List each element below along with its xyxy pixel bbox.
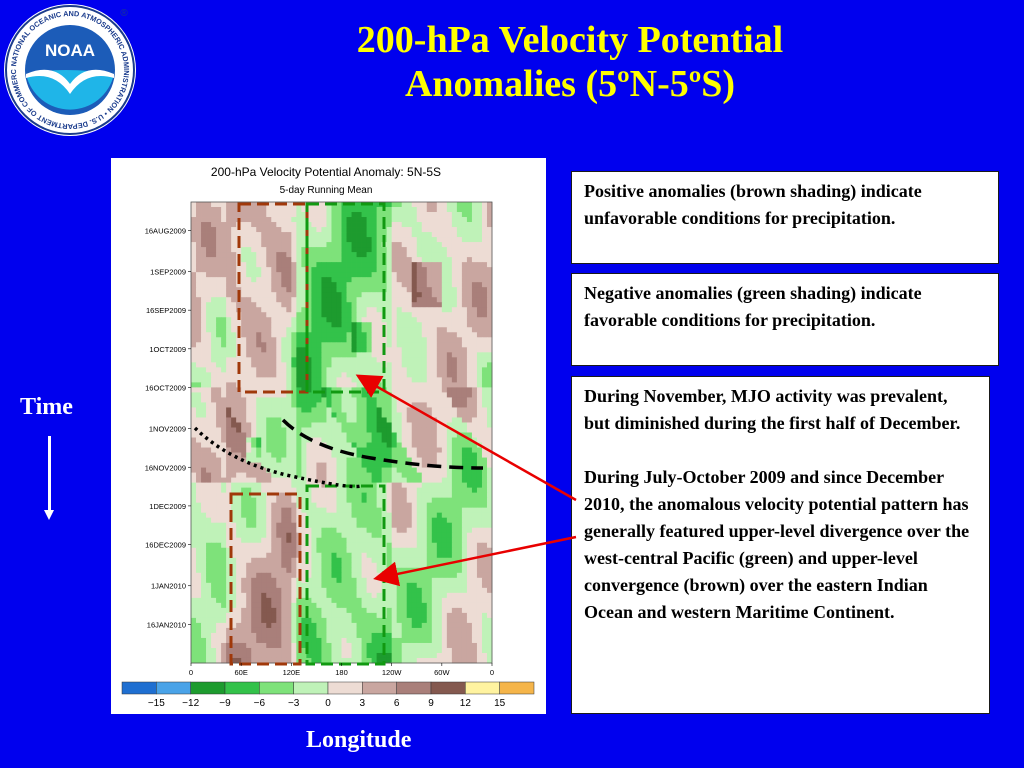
note-pattern-text: During July-October 2009 and since Decem… [584,467,970,622]
x-tick-label: 120E [283,668,301,677]
colorbar-tick-label: 0 [325,698,331,709]
colorbar-tick-label: −6 [254,698,266,709]
colorbar-swatch [327,681,363,695]
x-tick-label: 0 [189,668,193,677]
title-line-1: 200-hPa Velocity Potential [356,19,784,61]
y-tick-label: 1OCT2009 [149,345,186,354]
y-tick-label: 16SEP2009 [146,306,186,315]
x-tick-label: 60W [434,668,450,677]
y-tick-label: 16OCT2009 [145,383,186,392]
longitude-label: Longitude [306,727,412,753]
colorbar-swatch [499,681,535,695]
x-tick-label: 180 [335,668,348,677]
note-positive: Positive anomalies (brown shading) indic… [571,171,999,264]
y-tick-label: 16DEC2009 [145,541,186,550]
green-box-upper [305,202,386,394]
x-tick-label: 60E [234,668,247,677]
chart-panel: 200-hPa Velocity Potential Anomaly: 5N-5… [111,158,546,714]
slide-title: 200-hPa Velocity Potential Anomalies (5º… [220,18,920,106]
colorbar-swatch [121,681,157,695]
colorbar-tick-label: −9 [219,698,231,709]
colorbar-tick-label: 6 [394,698,400,709]
note-positive-text: Positive anomalies (brown shading) indic… [584,181,922,228]
registered-mark: ® [120,8,128,19]
down-arrow-icon [48,436,51,512]
colorbar-tick-label: −3 [288,698,300,709]
chart-subtitle: 5-day Running Mean [280,185,373,196]
colorbar-tick-label: 15 [494,698,506,709]
colorbar-swatch [259,681,294,695]
anomaly-field [191,202,493,664]
colorbar-swatch [156,681,191,695]
colorbar-swatch [293,681,329,695]
x-tick-label: 120W [382,668,403,677]
note-negative: Negative anomalies (green shading) indic… [571,273,999,366]
brown-box-lower [229,492,302,666]
colorbar-tick-label: −12 [182,698,199,709]
logo-text: NOAA [45,41,95,60]
colorbar-tick-label: 3 [360,698,366,709]
colorbar-swatch [190,681,226,695]
y-tick-label: 1DEC2009 [149,502,186,511]
colorbar-swatch [465,681,500,695]
colorbar: −15 −12 −9 −6 −3 0 3 6 9 12 15 [121,681,535,709]
y-tick-label: 16NOV2009 [145,463,186,472]
x-axis: 0 60E 120E 180 120W 60W 0 [189,663,494,677]
y-tick-label: 16JAN2010 [147,620,186,629]
note-summary: During November, MJO activity was preval… [571,376,990,714]
colorbar-tick-label: −15 [148,698,165,709]
colorbar-tick-label: 9 [428,698,434,709]
hovmoller-chart: 200-hPa Velocity Potential Anomaly: 5N-5… [121,165,535,709]
chart-title: 200-hPa Velocity Potential Anomaly: 5N-5… [211,165,441,179]
noaa-logo: NATIONAL OCEANIC AND ATMOSPHERIC ADMINIS… [2,2,136,136]
colorbar-swatch [396,681,432,695]
colorbar-swatch [362,681,397,695]
y-tick-label: 1JAN2010 [151,582,186,591]
y-tick-label: 1SEP2009 [150,268,186,277]
colorbar-swatch [430,681,466,695]
time-label: Time [20,394,73,420]
down-arrow-head [44,510,54,520]
y-tick-label: 1NOV2009 [149,425,186,434]
y-axis: 16AUG2009 1SEP2009 16SEP2009 1OCT2009 16OCT2… [145,226,191,629]
colorbar-swatch [224,681,260,695]
note-negative-text: Negative anomalies (green shading) indic… [584,283,922,330]
note-mjo-text: During November, MJO activity was preval… [584,386,961,433]
y-tick-label: 16AUG2009 [145,226,186,235]
colorbar-tick-label: 12 [460,698,472,709]
title-line-2: Anomalies (5ºN-5ºS) [404,63,736,105]
x-tick-label: 0 [490,668,494,677]
